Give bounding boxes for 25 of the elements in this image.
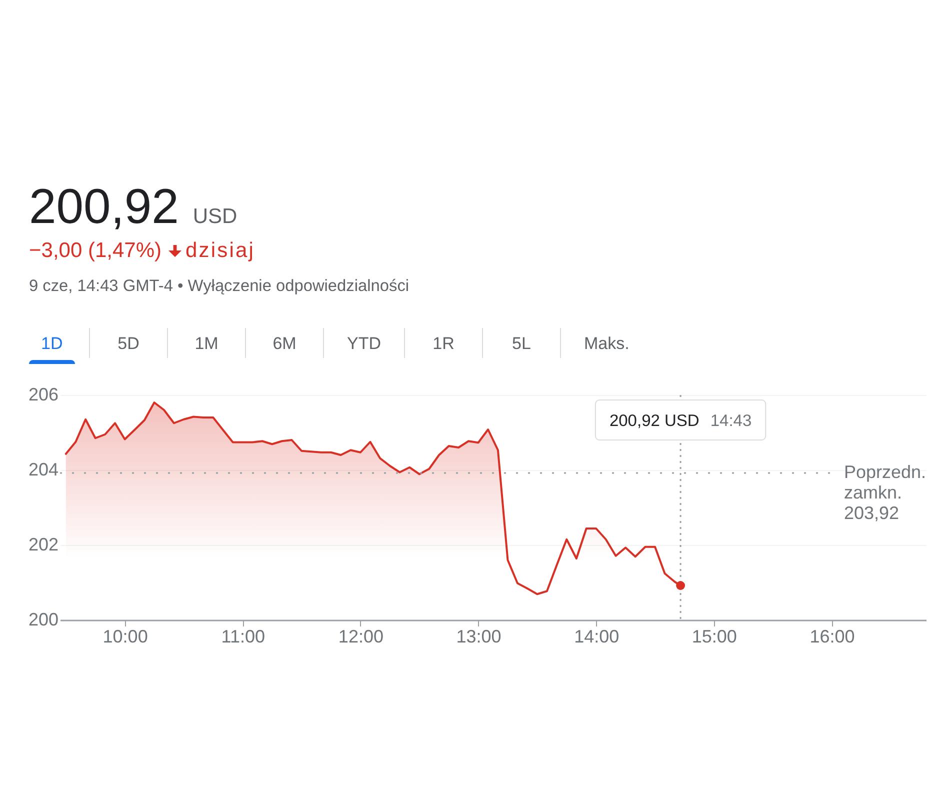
x-tick-label: 11:00: [221, 626, 265, 646]
x-tick-label: 10:00: [102, 626, 148, 646]
x-tick-label: 16:00: [810, 626, 855, 646]
annotation: 200,92 USD: [609, 412, 700, 430]
text: 5L: [512, 334, 531, 353]
y-tick-label: 204: [28, 460, 58, 480]
text: 5D: [118, 334, 140, 353]
y-tick-label: 206: [28, 384, 58, 404]
x-tick-label: 13:00: [456, 626, 502, 646]
y-tick-label: 200: [28, 610, 58, 630]
y-tick-label: 202: [28, 534, 58, 554]
text: Maks.: [584, 334, 630, 353]
annotation: 14:43: [710, 412, 752, 430]
text: 9 cze, 14:43 GMT-4 • Wyłączenie odpowiedzialności: [29, 277, 410, 295]
text: 1M: [194, 334, 218, 353]
text: 1R: [432, 334, 454, 353]
chart-subtitle: −3,00 (1,47%) dzisiaj: [29, 239, 256, 262]
x-tick-label: 14:00: [574, 626, 620, 646]
ref-line-label: Poprzedn. zamkn. 203,92: [844, 462, 926, 523]
text: 6M: [272, 334, 296, 353]
x-tick-label: 15:00: [692, 626, 737, 646]
text: YTD: [347, 334, 381, 353]
x-tick-label: 12:00: [338, 626, 384, 646]
chart-title: 200,92 USD: [29, 180, 238, 234]
text: 1D: [41, 334, 63, 353]
